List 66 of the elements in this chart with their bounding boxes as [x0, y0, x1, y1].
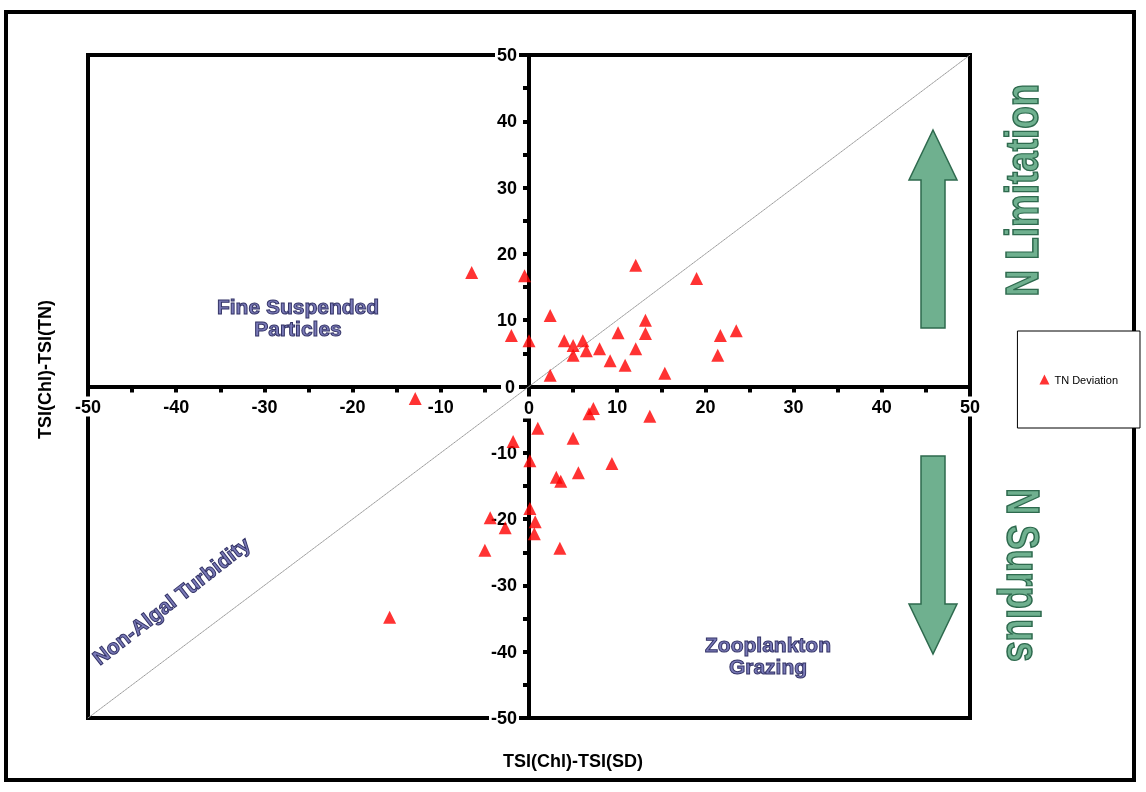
y-tick-label: -50 [490, 708, 517, 728]
text: N Limitation [995, 83, 1048, 297]
x-tick-label: -20 [339, 396, 366, 417]
point [566, 348, 580, 362]
point [408, 391, 422, 405]
x-tick-label: 10 [607, 396, 628, 417]
point [629, 258, 643, 272]
point [643, 409, 657, 423]
x-tick-label: -50 [74, 396, 102, 417]
point [553, 541, 567, 555]
point [543, 368, 557, 382]
point [523, 454, 537, 468]
point [566, 431, 580, 445]
x-tick-label: 30 [783, 396, 804, 417]
point [582, 407, 596, 421]
y-tick-label: 40 [496, 111, 517, 132]
annotation: Fine Suspended Particles [215, 295, 381, 341]
y-tick-label: -10 [490, 442, 517, 463]
legend-label: TN Deviation [1054, 373, 1118, 386]
point [658, 366, 672, 380]
point [383, 610, 397, 624]
point [605, 456, 619, 470]
point [603, 354, 617, 368]
y-tick-label: 10 [496, 310, 517, 331]
point [566, 338, 580, 352]
y-tick-label: 30 [496, 177, 517, 198]
x-tick-label: -40 [163, 396, 190, 417]
point [531, 421, 545, 435]
point [629, 342, 643, 356]
point [504, 328, 518, 342]
y-tick-label: 20 [496, 243, 517, 264]
point [711, 348, 725, 362]
point [713, 328, 727, 342]
x-tick-label: 50 [959, 396, 981, 417]
point [478, 543, 492, 557]
y-tick-label: -30 [490, 575, 517, 596]
y-tick-label: 50 [496, 45, 517, 65]
point [571, 466, 585, 480]
point [593, 342, 607, 356]
y-axis-title: TSI(Chl)-TSI(TN) [35, 299, 55, 439]
point [518, 269, 532, 283]
y-tick-label: 0 [504, 376, 515, 397]
point [690, 271, 704, 285]
point [522, 334, 536, 348]
point [579, 344, 593, 358]
x-tick-label: -10 [427, 396, 454, 417]
point [618, 358, 632, 372]
x-tick-label: 20 [695, 396, 716, 417]
point [638, 313, 652, 327]
point [527, 527, 541, 541]
y-tick-label: -40 [490, 641, 517, 662]
annotation: Zooplankton Grazing [704, 633, 832, 679]
point [465, 265, 479, 279]
x-tick-label: -30 [251, 396, 278, 417]
point [729, 324, 743, 338]
point [543, 309, 557, 323]
point [557, 334, 571, 348]
x-tick-label: 0 [523, 397, 535, 418]
x-axis-title: TSI(Chl)-TSI(SD) [503, 751, 643, 771]
point [523, 501, 537, 515]
point [638, 326, 652, 340]
point [611, 326, 625, 340]
x-tick-label: 40 [871, 396, 892, 417]
point [554, 474, 568, 488]
text: N Surplus [996, 488, 1049, 663]
point [528, 515, 542, 529]
